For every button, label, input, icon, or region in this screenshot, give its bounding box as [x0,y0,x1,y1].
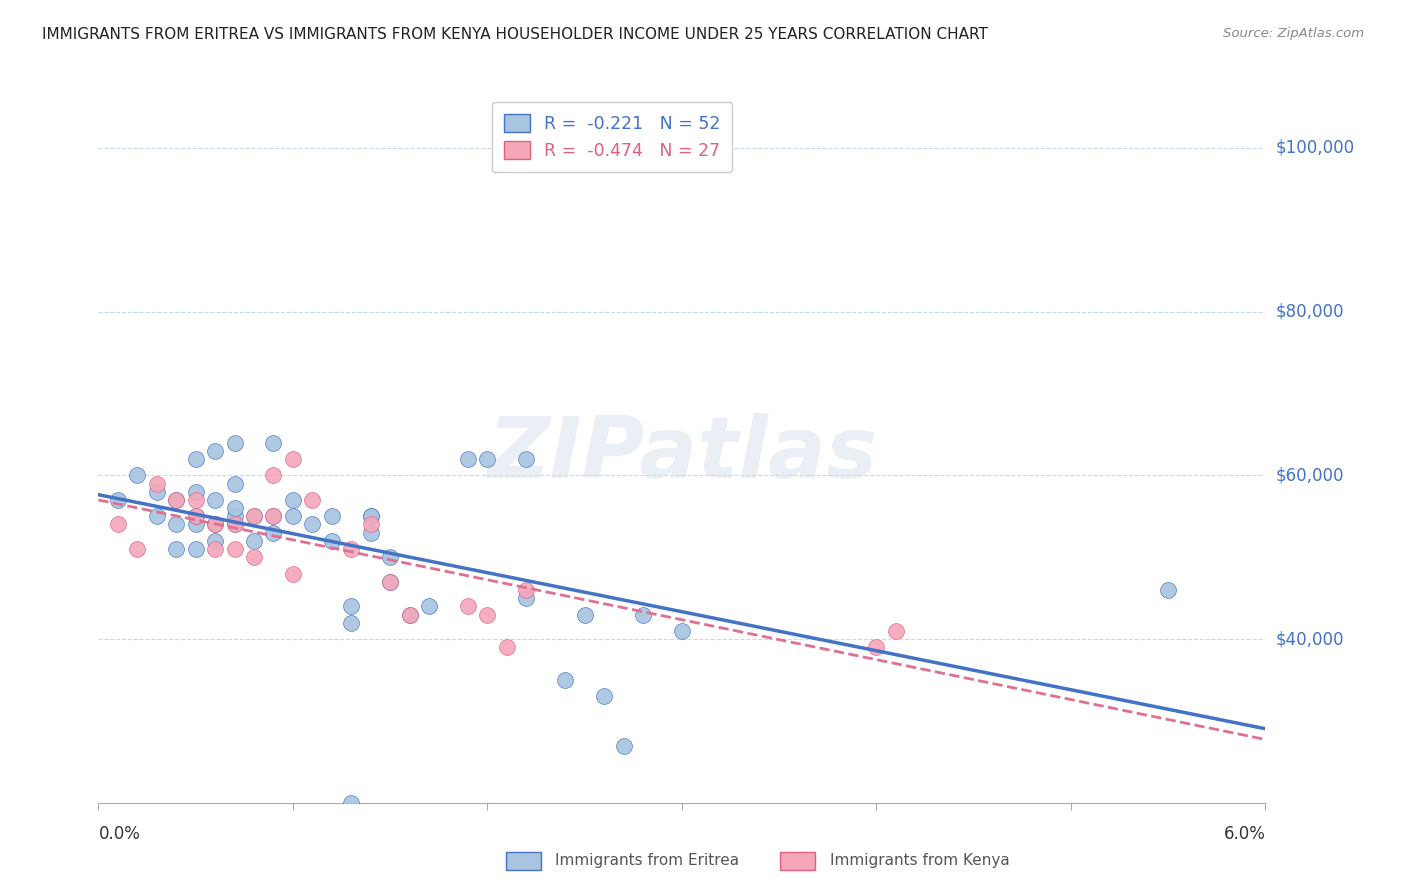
Point [224,501,246,516]
Point [204,443,226,458]
Text: $60,000: $60,000 [1275,467,1344,484]
Point [340,599,363,614]
Point [281,509,304,524]
Text: $100,000: $100,000 [1275,139,1354,157]
Point [360,509,382,524]
Point [321,533,343,548]
Point [184,452,207,467]
Point [457,599,479,614]
Point [165,492,187,507]
Point [204,517,226,532]
Point [184,517,207,532]
Point [224,509,246,524]
Point [107,492,129,507]
Point [204,517,226,532]
Text: Source: ZipAtlas.com: Source: ZipAtlas.com [1223,27,1364,40]
Text: ZIPatlas: ZIPatlas [486,413,877,497]
Point [262,525,284,540]
Point [378,550,402,565]
Text: 0.0%: 0.0% [98,825,141,843]
Point [107,517,129,532]
Point [360,517,382,532]
Point [127,468,149,483]
Point [204,533,226,548]
Point [865,640,887,655]
Point [1157,582,1180,597]
Point [165,492,187,507]
Point [281,566,304,581]
Point [515,591,537,606]
Point [262,435,284,450]
Point [165,517,187,532]
Point [340,542,363,557]
Text: Immigrants from Kenya: Immigrants from Kenya [830,854,1010,868]
Point [127,542,149,557]
Point [243,509,266,524]
Point [184,542,207,557]
Point [884,624,907,638]
Point [262,468,284,483]
Point [146,484,169,499]
Point [146,509,169,524]
Point [515,452,537,467]
Point [477,452,499,467]
Point [457,452,479,467]
Point [146,476,169,491]
Point [360,525,382,540]
Point [262,509,284,524]
Point [184,509,207,524]
Point [224,476,246,491]
Point [671,624,693,638]
Point [184,492,207,507]
Point [593,690,616,704]
Text: 6.0%: 6.0% [1223,825,1265,843]
Text: Immigrants from Eritrea: Immigrants from Eritrea [555,854,740,868]
Point [301,517,323,532]
Point [184,484,207,499]
Point [224,517,246,532]
Point [243,533,266,548]
Point [398,607,420,622]
Point [281,492,304,507]
Point [378,574,402,589]
Point [321,509,343,524]
Point [477,607,499,622]
Point [360,509,382,524]
Point [224,542,246,557]
Point [204,492,226,507]
Point [418,599,440,614]
Text: $80,000: $80,000 [1275,302,1344,321]
Text: IMMIGRANTS FROM ERITREA VS IMMIGRANTS FROM KENYA HOUSEHOLDER INCOME UNDER 25 YEA: IMMIGRANTS FROM ERITREA VS IMMIGRANTS FR… [42,27,988,42]
Point [224,517,246,532]
Point [515,582,537,597]
Point [301,492,323,507]
Legend: R =  -0.221   N = 52, R =  -0.474   N = 27: R = -0.221 N = 52, R = -0.474 N = 27 [492,102,733,172]
Point [496,640,519,655]
Point [554,673,576,687]
Point [262,509,284,524]
Point [340,796,363,810]
Point [574,607,596,622]
Point [378,574,402,589]
Point [243,509,266,524]
Point [165,542,187,557]
Point [281,452,304,467]
Point [398,607,420,622]
Point [612,739,634,753]
Point [204,542,226,557]
Text: $40,000: $40,000 [1275,630,1344,648]
Point [340,615,363,630]
Point [224,435,246,450]
Point [184,509,207,524]
Point [243,550,266,565]
Point [631,607,654,622]
